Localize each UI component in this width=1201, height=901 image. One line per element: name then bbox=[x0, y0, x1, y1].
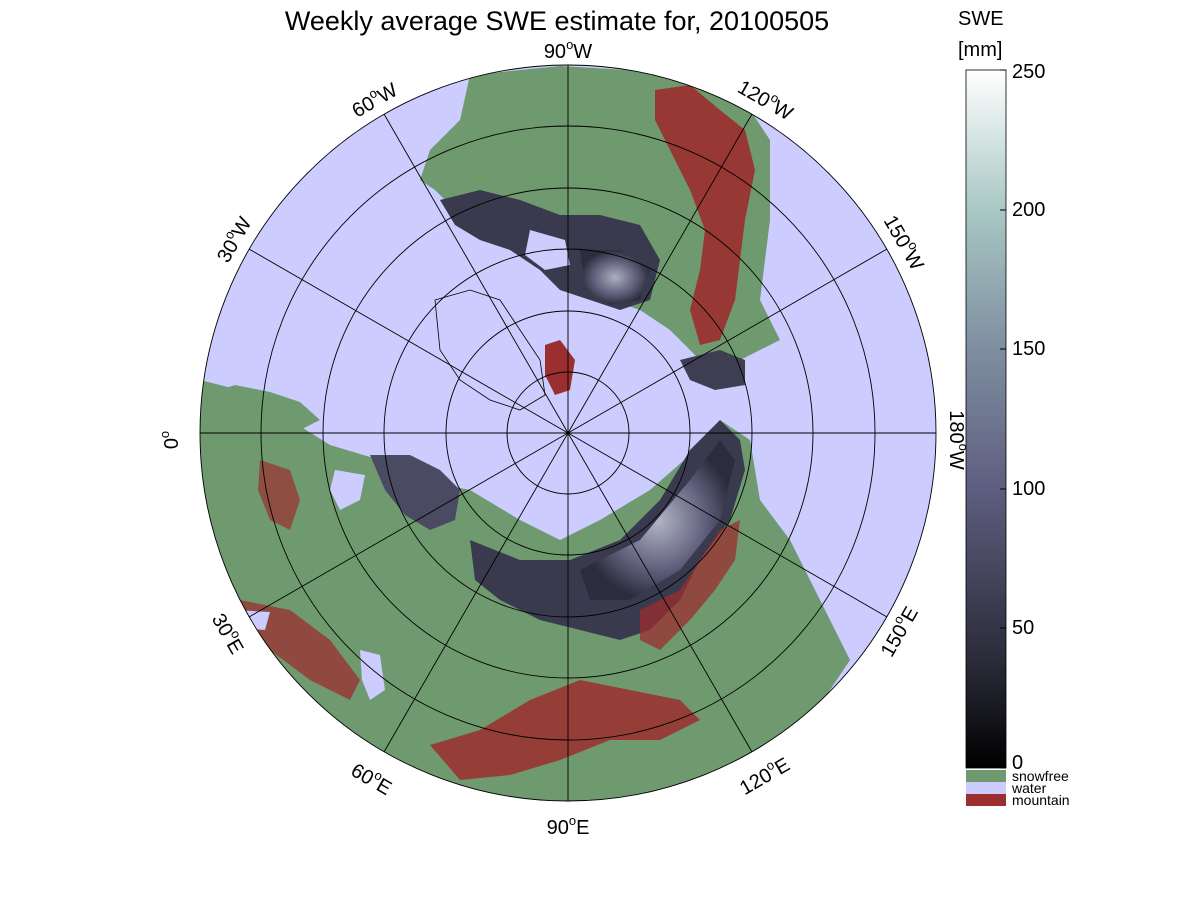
mountain-europe bbox=[258, 460, 300, 530]
landmass-europe-west bbox=[205, 385, 320, 430]
class-label-mountain: mountain bbox=[1012, 792, 1070, 808]
lon-label-60e: 60oE bbox=[347, 756, 397, 800]
mountain-east-siberia bbox=[640, 520, 740, 650]
colorbar-title-unit: [mm] bbox=[958, 39, 1002, 61]
mountain-rockies bbox=[655, 85, 755, 345]
map-title: Weekly average SWE estimate for, 2010050… bbox=[285, 6, 829, 36]
mountain-caucasus bbox=[240, 600, 360, 700]
caspian-sea bbox=[360, 650, 385, 700]
class-swatch-mountain bbox=[966, 794, 1006, 806]
tick-label-0: 0 bbox=[1012, 752, 1023, 774]
lon-label-90w: 90oW bbox=[544, 37, 592, 63]
colorbar-ticks bbox=[1000, 69, 1006, 769]
lon-label-0: 0o bbox=[157, 431, 183, 449]
lon-label-120e: 120oE bbox=[734, 750, 794, 799]
colorbar-title-swe: SWE bbox=[958, 8, 1004, 30]
colorbar: SWE [mm] 0 50 100 150 200 250 snowfree w… bbox=[958, 8, 1070, 808]
lon-label-180w: 180oW bbox=[945, 410, 971, 470]
class-label-snowfree: snowfree bbox=[1012, 768, 1069, 784]
class-swatch-water bbox=[966, 782, 1006, 794]
snow-cover-canada-bright bbox=[580, 250, 650, 305]
meridian-150w-30e bbox=[248, 248, 888, 618]
mountain-greenland-edge bbox=[545, 340, 575, 395]
graticule bbox=[199, 64, 937, 802]
snow-cover-kamchatka bbox=[680, 350, 745, 390]
polar-map bbox=[200, 65, 936, 801]
class-label-water: water bbox=[1011, 780, 1047, 796]
colorbar-gradient bbox=[965, 69, 1007, 769]
landmass-greenland bbox=[434, 289, 546, 411]
tick-label-250: 250 bbox=[1012, 61, 1045, 83]
lon-label-90e: 90oE bbox=[547, 813, 590, 839]
tick-label-200: 200 bbox=[1012, 199, 1045, 221]
mountain-central-asia bbox=[430, 680, 700, 780]
lon-label-30e: 30oE bbox=[207, 608, 251, 658]
snow-cover-siberia-bright bbox=[580, 440, 735, 600]
class-swatch-snowfree bbox=[966, 770, 1006, 782]
snow-cover-siberia bbox=[470, 420, 745, 640]
tick-label-100: 100 bbox=[1012, 478, 1045, 500]
tick-label-150: 150 bbox=[1012, 338, 1045, 360]
baltic-sea bbox=[330, 470, 365, 510]
tick-label-50: 50 bbox=[1012, 617, 1034, 639]
snow-cover-scandinavia bbox=[370, 455, 460, 530]
